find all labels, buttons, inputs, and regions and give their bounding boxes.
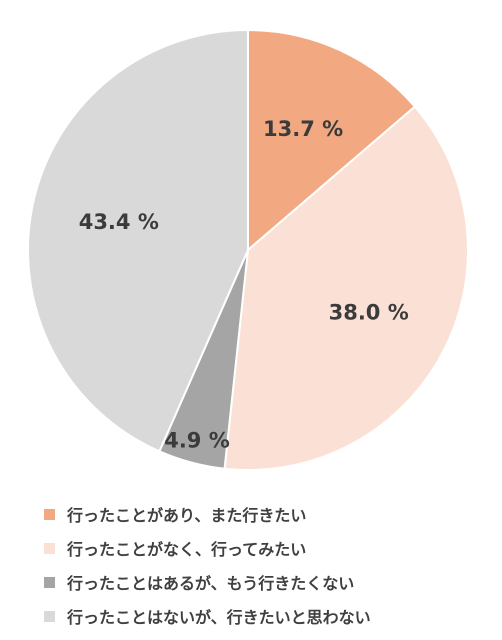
legend-item: 行ったことがなく、行ってみたい: [44, 531, 371, 565]
pie-slice: [27, 29, 249, 453]
legend-item: 行ったことはあるが、もう行きたくない: [44, 565, 371, 599]
pie-slices: [27, 29, 469, 472]
legend-label: 行ったことがなく、行ってみたい: [67, 540, 307, 559]
legend-label: 行ったことはないが、行きたいと思わない: [67, 608, 371, 627]
legend-swatch: [44, 576, 55, 588]
legend-swatch: [44, 508, 55, 520]
pie-data-label: 38.0 %: [329, 300, 409, 324]
legend-item: 行ったことはないが、行きたいと思わない: [44, 599, 371, 633]
legend-swatch: [44, 610, 55, 622]
pie-chart: 13.7 % 38.0 % 4.9 % 43.4 %: [27, 29, 469, 472]
pie-data-label: 4.9 %: [164, 428, 230, 452]
chart-legend: 行ったことがあり、また行きたい 行ったことがなく、行ってみたい 行ったことはある…: [44, 497, 371, 633]
pie-slice: [247, 29, 416, 251]
pie-data-labels: 13.7 % 38.0 % 4.9 % 43.4 %: [79, 117, 409, 452]
legend-label: 行ったことがあり、また行きたい: [67, 506, 307, 525]
pie-data-label: 13.7 %: [263, 117, 343, 141]
legend-swatch: [44, 542, 55, 554]
legend-item: 行ったことがあり、また行きたい: [44, 497, 371, 531]
legend-label: 行ったことはあるが、もう行きたくない: [67, 574, 355, 593]
pie-slice: [223, 105, 469, 472]
pie-data-label: 43.4 %: [79, 210, 159, 234]
